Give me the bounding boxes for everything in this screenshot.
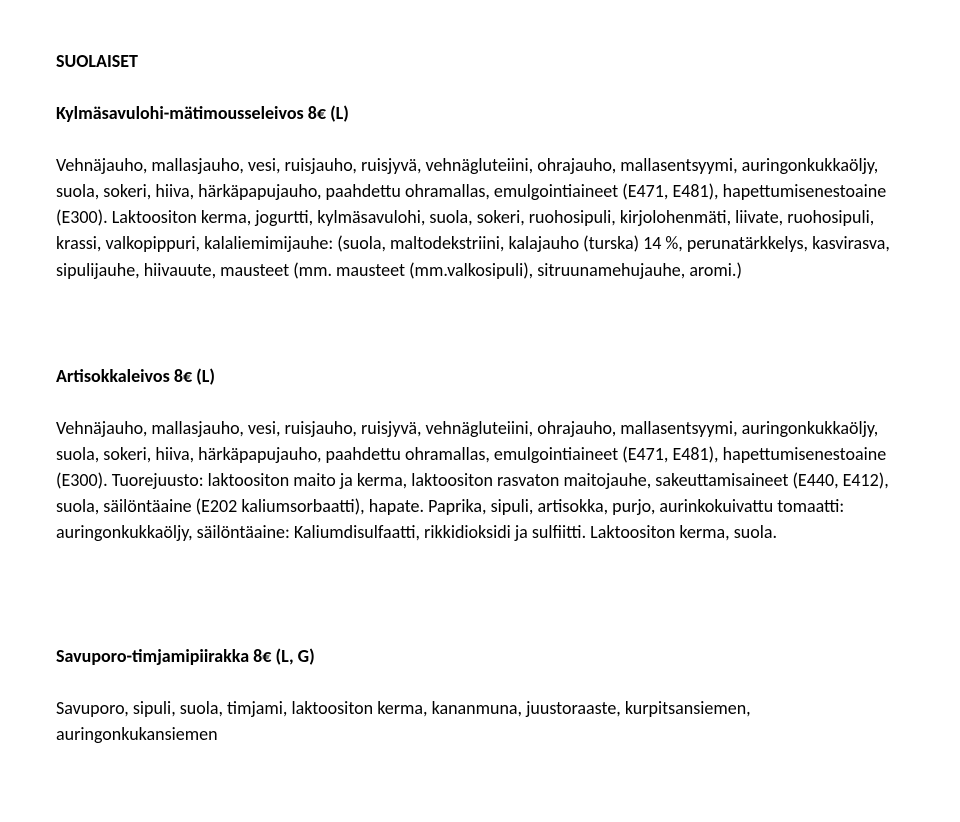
item3-title: Savuporo-timjamipiirakka 8€ (L, G) xyxy=(56,643,904,669)
item1-body: Vehnäjauho, mallasjauho, vesi, ruisjauho… xyxy=(56,152,904,282)
item2-body: Vehnäjauho, mallasjauho, vesi, ruisjauho… xyxy=(56,415,904,545)
spacer xyxy=(56,309,904,363)
section-title: SUOLAISET xyxy=(56,48,904,74)
item2-title: Artisokkaleivos 8€ (L) xyxy=(56,363,904,389)
item3-body: Savuporo, sipuli, suola, timjami, laktoo… xyxy=(56,695,904,747)
item1-title: Kylmäsavulohi-mätimousseleivos 8€ (L) xyxy=(56,100,904,126)
spacer xyxy=(56,571,904,643)
